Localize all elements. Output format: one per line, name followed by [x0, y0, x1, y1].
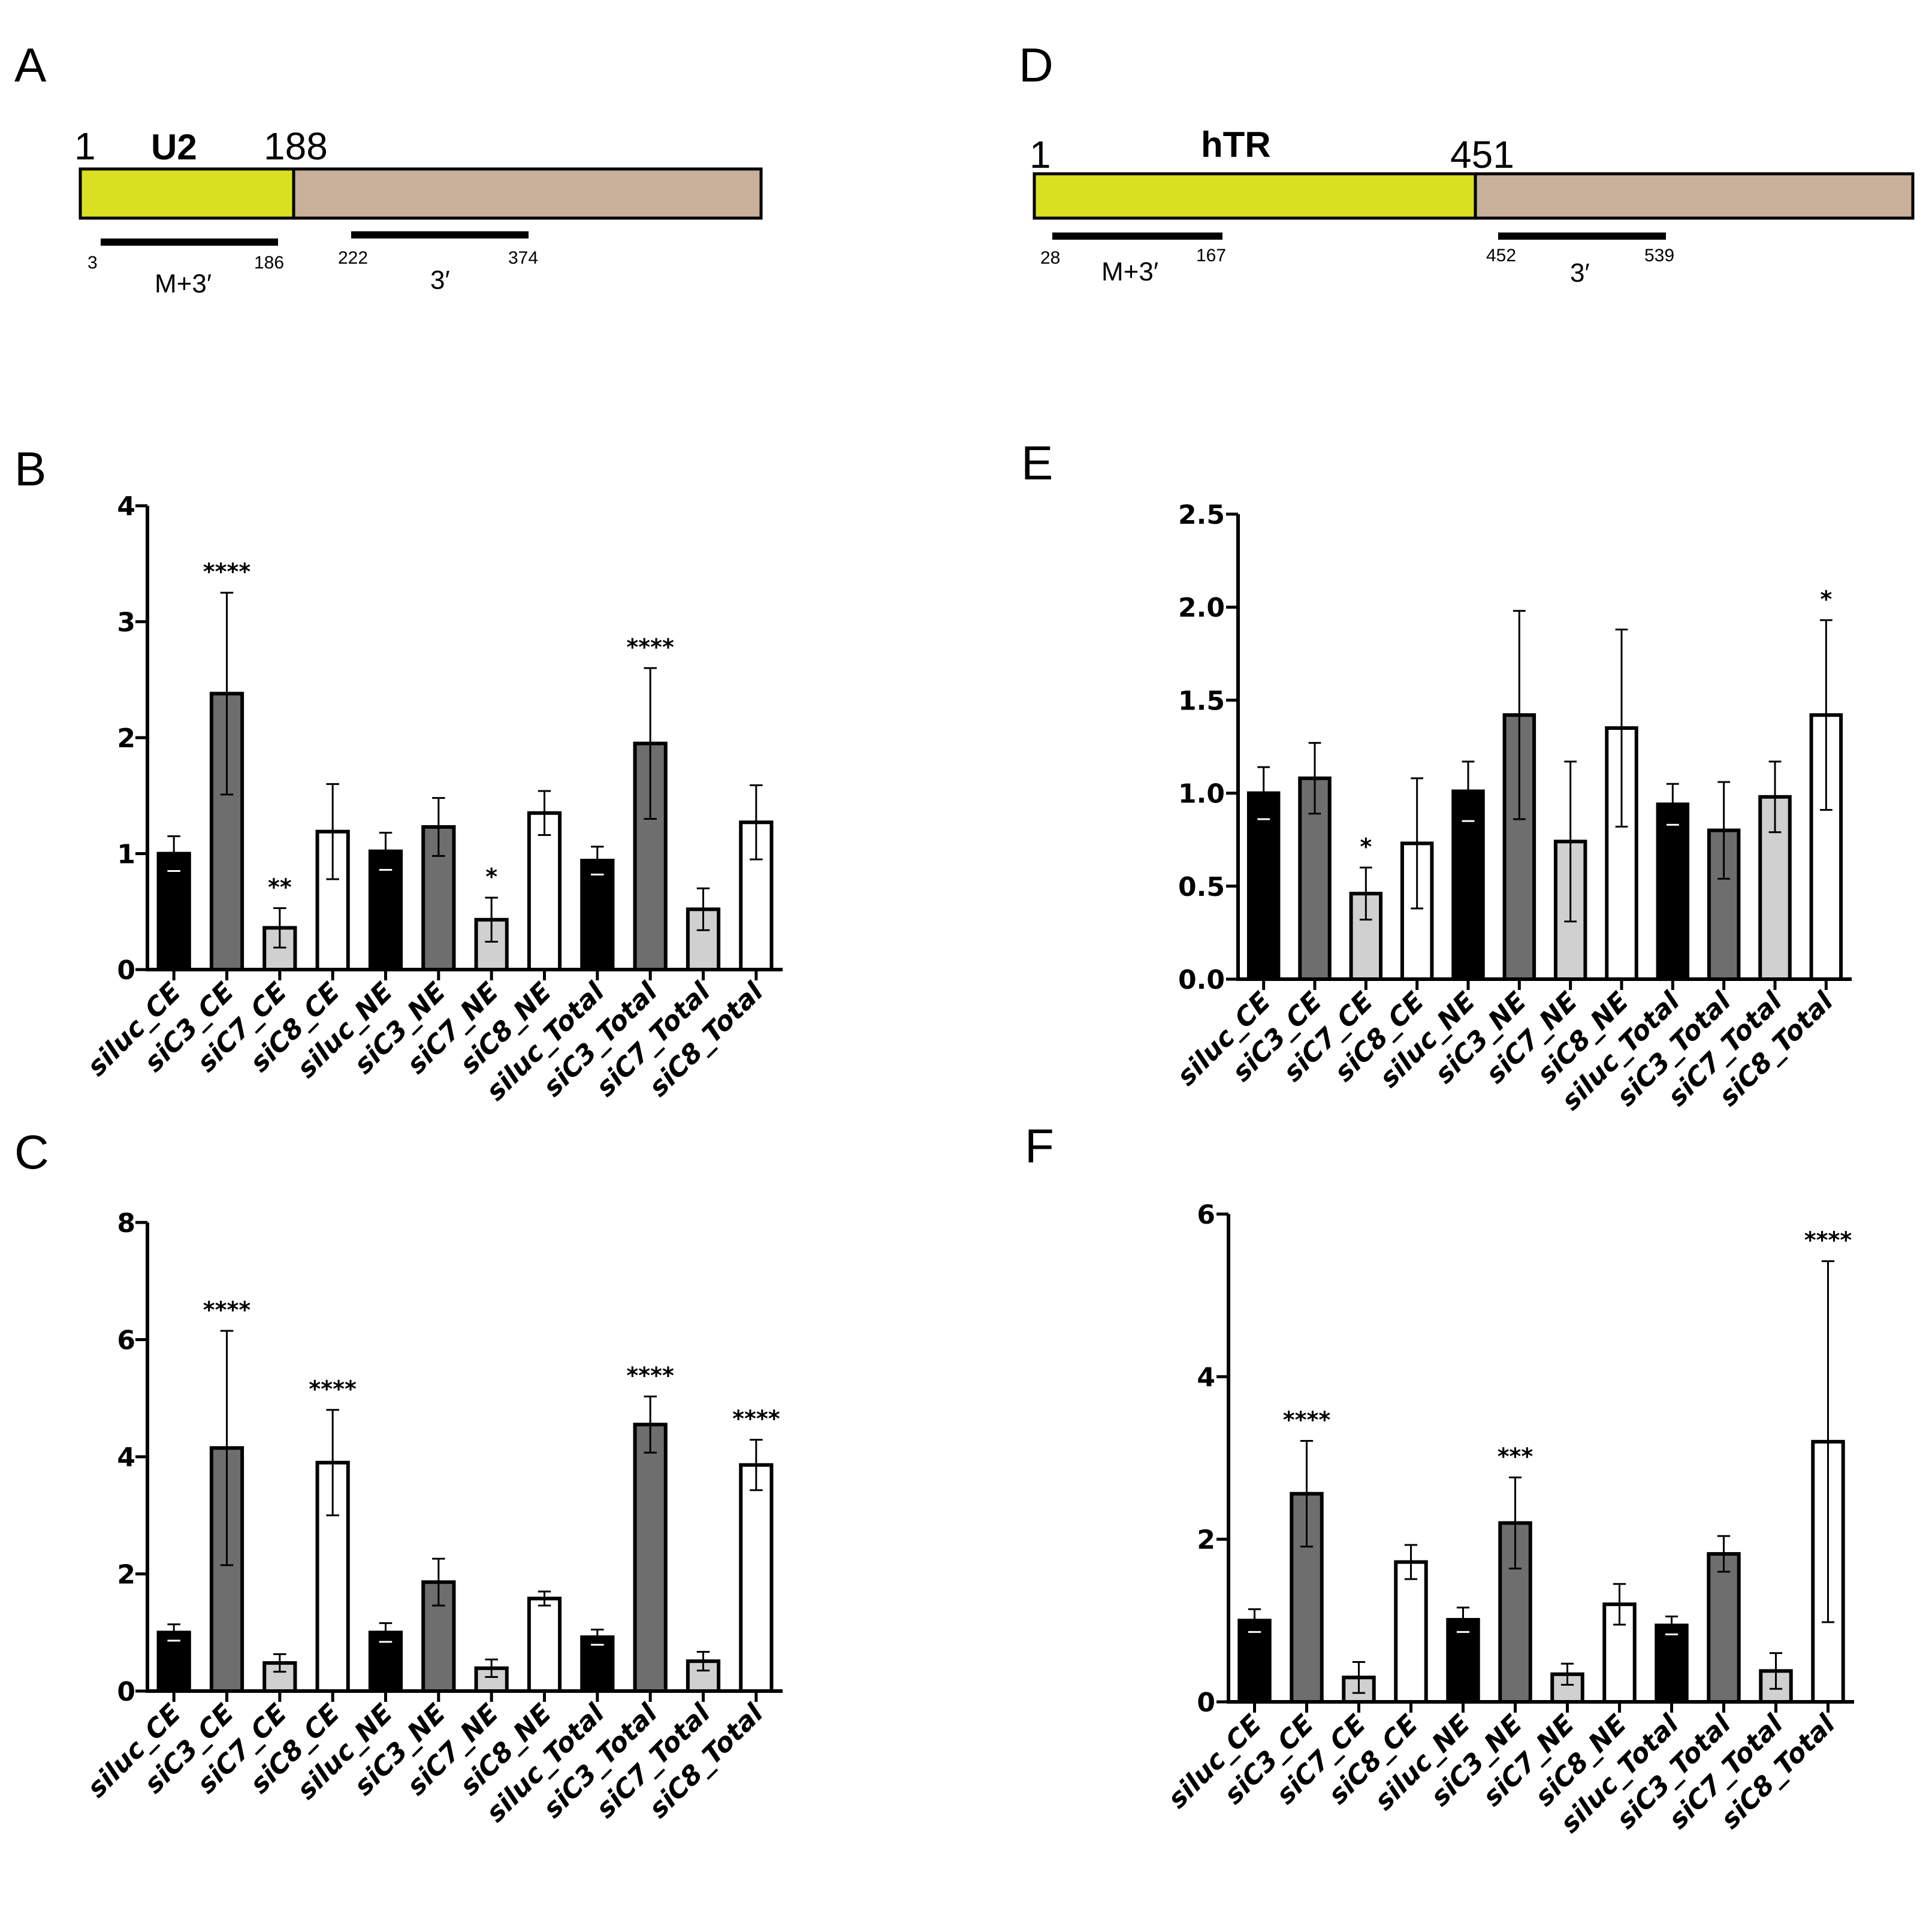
significance-marker: **** [626, 634, 674, 660]
significance-marker: **** [626, 1362, 674, 1388]
y-tick-label: 2 [117, 1560, 135, 1590]
y-tick-label: 3 [117, 608, 135, 638]
y-tick-label: 4 [117, 1442, 135, 1473]
panel-letter-d: D [1019, 38, 1053, 92]
significance-marker: **** [309, 1376, 357, 1402]
htr-probe-m3-start: 28 [1040, 248, 1060, 268]
u2-start-label: 1 [74, 125, 96, 168]
significance-marker: *** [1498, 1444, 1533, 1470]
bar-siluc_Total [580, 859, 615, 971]
htr-name-label: hTR [1201, 125, 1271, 165]
htr-split-label: 451 [1450, 133, 1514, 176]
panel-letter-e: E [1021, 436, 1053, 490]
htr-start-label: 1 [1030, 133, 1051, 176]
chart-e: 0.00.51.01.52.02.5siluc_CEsiC3_CE*siC7_C… [1171, 500, 1852, 1116]
bar-siC8_Total [739, 1463, 774, 1693]
diagram-htr: 1 hTR 451 28 167 M+3′ 452 539 3′ [1030, 125, 1915, 288]
significance-marker: **** [1283, 1407, 1331, 1433]
u2-split-label: 188 [264, 125, 328, 168]
y-tick-label: 0 [117, 955, 135, 986]
htr-probe-m3-label: M+3′ [1101, 257, 1158, 286]
bar-siC8_CE [1394, 1560, 1428, 1704]
htr-probe-m3-bar [1052, 233, 1222, 240]
chart-f: 0246siluc_CE****siC3_CEsiC7_CEsiC8_CEsil… [1162, 1200, 1854, 1839]
htr-probe-3p-start: 452 [1486, 246, 1516, 265]
bar-siC8_NE [527, 1596, 562, 1693]
htr-probe-3p-end: 539 [1644, 246, 1674, 265]
u2-probe-3p-bar [351, 231, 529, 238]
u2-probe-3p-end: 374 [508, 248, 538, 268]
panel-letter-b: B [14, 442, 46, 496]
significance-marker: **** [1804, 1227, 1852, 1254]
significance-marker: * [485, 864, 497, 890]
y-tick-label: 0 [1197, 1687, 1215, 1718]
y-tick-label: 1 [117, 840, 135, 870]
significance-marker: **** [203, 558, 251, 585]
u2-probe-3p-label: 3′ [430, 265, 450, 295]
u2-extended-segment [292, 167, 763, 220]
u2-probe-m3-bar [101, 238, 278, 246]
u2-primary-segment [79, 167, 295, 220]
y-tick-label: 8 [117, 1208, 135, 1239]
y-tick-label: 0.5 [1178, 872, 1225, 902]
significance-marker: **** [203, 1297, 251, 1323]
y-tick-label: 2 [117, 723, 135, 754]
u2-probe-m3-label: M+3′ [155, 269, 212, 298]
y-tick-label: 2 [1197, 1525, 1215, 1556]
significance-marker: ** [268, 874, 292, 900]
significance-marker: * [1360, 834, 1372, 860]
bar-siluc_Total [1655, 1623, 1689, 1704]
panel-letter-c: C [14, 1125, 49, 1179]
panel-letter-a: A [14, 38, 47, 92]
panel-letter-f: F [1025, 1119, 1054, 1173]
y-tick-label: 0.0 [1178, 965, 1225, 995]
chart-b: 01234siluc_CE****siC3_CE**siC7_CEsiC8_CE… [81, 491, 783, 1107]
significance-marker: * [1820, 586, 1832, 612]
y-tick-label: 0 [117, 1677, 135, 1707]
y-tick-label: 4 [117, 491, 135, 522]
htr-extended-segment [1474, 172, 1915, 220]
bar-siluc_CE [1246, 791, 1281, 981]
y-tick-label: 2.5 [1178, 500, 1225, 530]
y-tick-label: 4 [1197, 1362, 1215, 1393]
u2-name-label: U2 [151, 127, 197, 167]
y-tick-label: 1.5 [1178, 686, 1225, 716]
bar-siluc_Total [1656, 802, 1690, 981]
y-tick-label: 2.0 [1178, 593, 1225, 623]
bar-siC3_Total [1707, 1552, 1741, 1704]
htr-probe-m3-end: 167 [1196, 246, 1226, 265]
significance-marker: **** [732, 1406, 780, 1432]
diagram-u2: 1 U2 188 3 186 M+3′ 222 374 3′ [74, 125, 763, 298]
bar-siC8_NE [527, 811, 562, 972]
u2-probe-m3-start: 3 [87, 253, 98, 273]
u2-probe-3p-start: 222 [338, 248, 368, 268]
bar-siC3_Total [633, 1423, 668, 1693]
chart-c: 02468siluc_CE****siC3_CEsiC7_CE****siC8_… [81, 1208, 783, 1828]
htr-probe-3p-bar [1498, 233, 1666, 240]
y-tick-label: 6 [117, 1326, 135, 1356]
u2-probe-m3-end: 186 [254, 253, 284, 273]
htr-primary-segment [1033, 172, 1477, 220]
htr-probe-3p-label: 3′ [1570, 258, 1590, 288]
y-tick-label: 6 [1197, 1200, 1215, 1230]
y-tick-label: 1.0 [1178, 779, 1225, 810]
